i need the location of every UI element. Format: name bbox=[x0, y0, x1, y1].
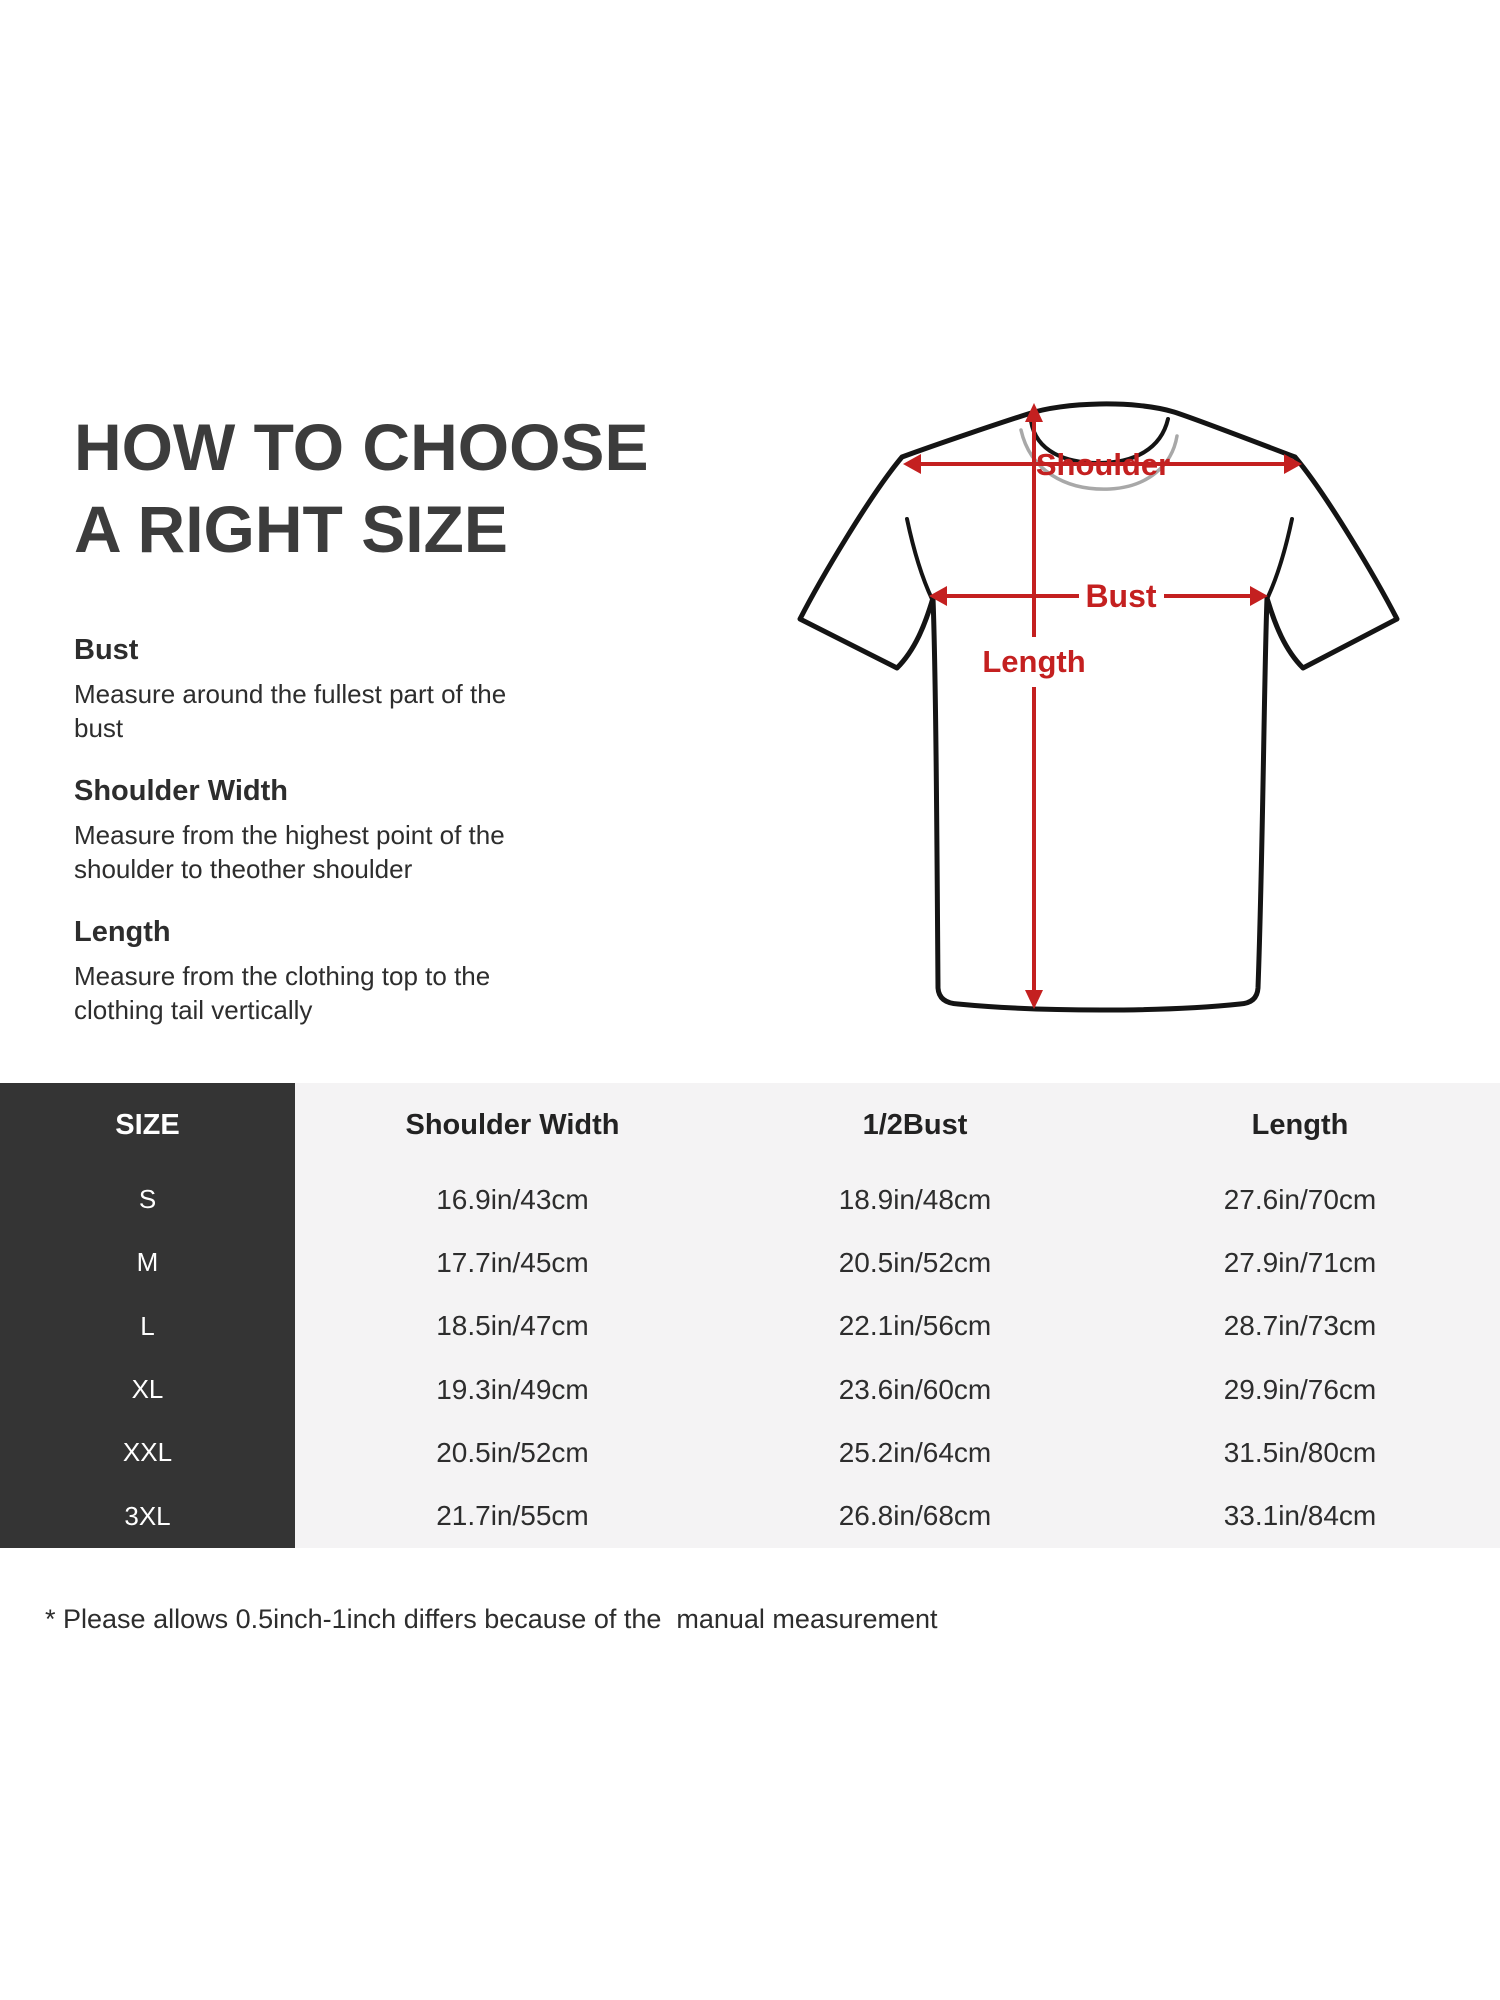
table-row: L 18.5in/47cm 22.1in/56cm 28.7in/73cm bbox=[0, 1294, 1500, 1358]
measurement-value: 29.9in/76cm bbox=[1223, 1373, 1377, 1405]
measure-title: Shoulder Width bbox=[74, 775, 288, 807]
page-title: HOW TO CHOOSE A RIGHT SIZE bbox=[74, 406, 654, 570]
size-label: S bbox=[0, 1168, 295, 1232]
measure-description: Measure from the clothing top to the clo… bbox=[74, 961, 491, 1025]
shoulder-measure-arrow: Shoulder bbox=[903, 447, 1302, 482]
title-line-1: HOW TO CHOOSE bbox=[74, 410, 649, 484]
measure-guide-bust: Bust Measure around the fullest part of … bbox=[74, 634, 654, 745]
size-label: XL bbox=[0, 1357, 295, 1422]
measurement-value: 18.9in/48cm bbox=[838, 1183, 992, 1215]
measurement-value: 26.8in/68cm bbox=[838, 1500, 992, 1532]
column-header-halfbust: 1/2Bust bbox=[862, 1109, 968, 1141]
measure-description: Measure from the highest point of the sh… bbox=[74, 820, 505, 884]
table-row: XXL 20.5in/52cm 25.2in/64cm 31.5in/80cm bbox=[0, 1421, 1500, 1485]
measure-title: Bust bbox=[74, 634, 139, 666]
length-label: Length bbox=[982, 644, 1085, 679]
table-header-row: SIZE Shoulder Width 1/2Bust Length bbox=[0, 1083, 1500, 1168]
bust-measure-arrow: Bust bbox=[929, 578, 1268, 614]
measure-guide-shoulder: Shoulder Width Measure from the highest … bbox=[74, 775, 654, 886]
measure-guide-length: Length Measure from the clothing top to … bbox=[74, 916, 654, 1027]
shoulder-label: Shoulder bbox=[1036, 447, 1170, 482]
tshirt-outline-shape bbox=[797, 401, 1400, 1013]
measurement-value: 20.5in/52cm bbox=[436, 1436, 589, 1468]
table-row: S 16.9in/43cm 18.9in/48cm 27.6in/70cm bbox=[0, 1168, 1500, 1232]
measurement-value: 17.7in/45cm bbox=[436, 1246, 589, 1278]
right-armhole-seam bbox=[1265, 517, 1294, 601]
measurement-value: 28.7in/73cm bbox=[1223, 1310, 1377, 1342]
measurement-value: 19.3in/49cm bbox=[436, 1373, 589, 1405]
table-row: XL 19.3in/49cm 23.6in/60cm 29.9in/76cm bbox=[0, 1357, 1500, 1422]
measurement-value: 25.2in/64cm bbox=[838, 1436, 992, 1468]
title-line-2: A RIGHT SIZE bbox=[74, 492, 508, 566]
measure-description: Measure around the fullest part of the b… bbox=[74, 679, 507, 743]
column-header-shoulder: Shoulder Width bbox=[405, 1109, 620, 1141]
left-armhole-seam bbox=[905, 517, 934, 601]
measurement-value: 22.1in/56cm bbox=[838, 1310, 992, 1342]
measurement-value: 18.5in/47cm bbox=[436, 1310, 589, 1342]
size-label: L bbox=[0, 1294, 295, 1358]
length-measure-arrow: Length bbox=[982, 403, 1086, 1009]
size-table-body: S 16.9in/43cm 18.9in/48cm 27.6in/70cm M 17.7i… bbox=[0, 1168, 1500, 1548]
measurement-value: 31.5in/80cm bbox=[1223, 1436, 1377, 1468]
measurement-value: 16.9in/43cm bbox=[436, 1183, 589, 1215]
column-header-size: SIZE bbox=[0, 1083, 295, 1168]
measure-title: Length bbox=[74, 916, 171, 948]
measurement-value: 27.6in/70cm bbox=[1223, 1183, 1377, 1215]
size-label: XXL bbox=[0, 1421, 295, 1485]
size-table: SIZE Shoulder Width 1/2Bust Length S 16.9… bbox=[0, 1083, 1500, 1548]
measurement-value: 33.1in/84cm bbox=[1223, 1500, 1377, 1532]
measurement-value: 20.5in/52cm bbox=[838, 1246, 992, 1278]
column-header-length: Length bbox=[1251, 1109, 1349, 1141]
measurement-value: 21.7in/55cm bbox=[436, 1500, 589, 1532]
measurement-value: 23.6in/60cm bbox=[838, 1373, 992, 1405]
measurement-disclaimer: * Please allows 0.5inch-1inch differs be… bbox=[45, 1604, 938, 1634]
intro-section: HOW TO CHOOSE A RIGHT SIZE Bust Measure … bbox=[74, 406, 654, 1057]
tshirt-diagram: Shoulder Bust Length bbox=[797, 401, 1400, 1013]
size-label: M bbox=[0, 1231, 295, 1295]
bust-label: Bust bbox=[1085, 578, 1156, 614]
size-label: 3XL bbox=[0, 1484, 295, 1548]
table-row: 3XL 21.7in/55cm 26.8in/68cm 33.1in/84cm bbox=[0, 1484, 1500, 1548]
table-row: M 17.7in/45cm 20.5in/52cm 27.9in/71cm bbox=[0, 1231, 1500, 1295]
measurement-value: 27.9in/71cm bbox=[1223, 1246, 1377, 1278]
